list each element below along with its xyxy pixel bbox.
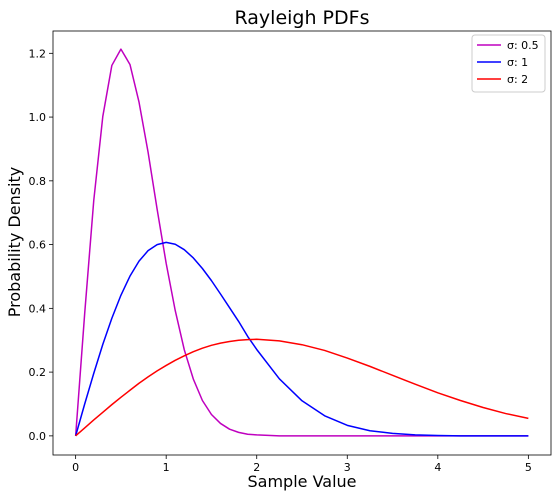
legend: σ: 0.5 σ: 1 σ: 2 — [471, 34, 546, 93]
y-tick-label: 0.6 — [29, 239, 47, 252]
y-tick-label: 0.4 — [29, 302, 47, 315]
series-line-3 — [75, 338, 529, 437]
legend-label-2: σ: 1 — [507, 56, 528, 69]
chart-title: Rayleigh PDFs — [235, 7, 370, 29]
y-tick-label: 1.2 — [29, 47, 47, 60]
x-tick-label: 5 — [525, 461, 532, 474]
legend-label-3: σ: 2 — [507, 73, 528, 86]
y-tick-label: 0.0 — [29, 430, 47, 443]
legend-label-1: σ: 0.5 — [507, 39, 539, 52]
x-tick-label: 2 — [253, 461, 260, 474]
plot-frame — [52, 30, 552, 456]
series-line-1 — [74, 48, 529, 437]
y-axis-title: Probability Density — [5, 167, 24, 318]
y-tick-label: 1.0 — [29, 111, 47, 124]
plot-area: 0 1 2 3 4 5 0.0 0.2 0.4 0.6 0.8 1.0 1.2 — [29, 30, 552, 474]
x-tick-label: 3 — [344, 461, 351, 474]
x-tick-label: 4 — [434, 461, 441, 474]
series-line-2 — [74, 241, 529, 437]
y-tick-label: 0.8 — [29, 175, 47, 188]
x-axis-title: Sample Value — [247, 472, 356, 491]
y-tick-label: 0.2 — [29, 366, 47, 379]
legend-box — [471, 34, 546, 93]
x-tick-label: 1 — [163, 461, 170, 474]
x-tick-label: 0 — [72, 461, 79, 474]
